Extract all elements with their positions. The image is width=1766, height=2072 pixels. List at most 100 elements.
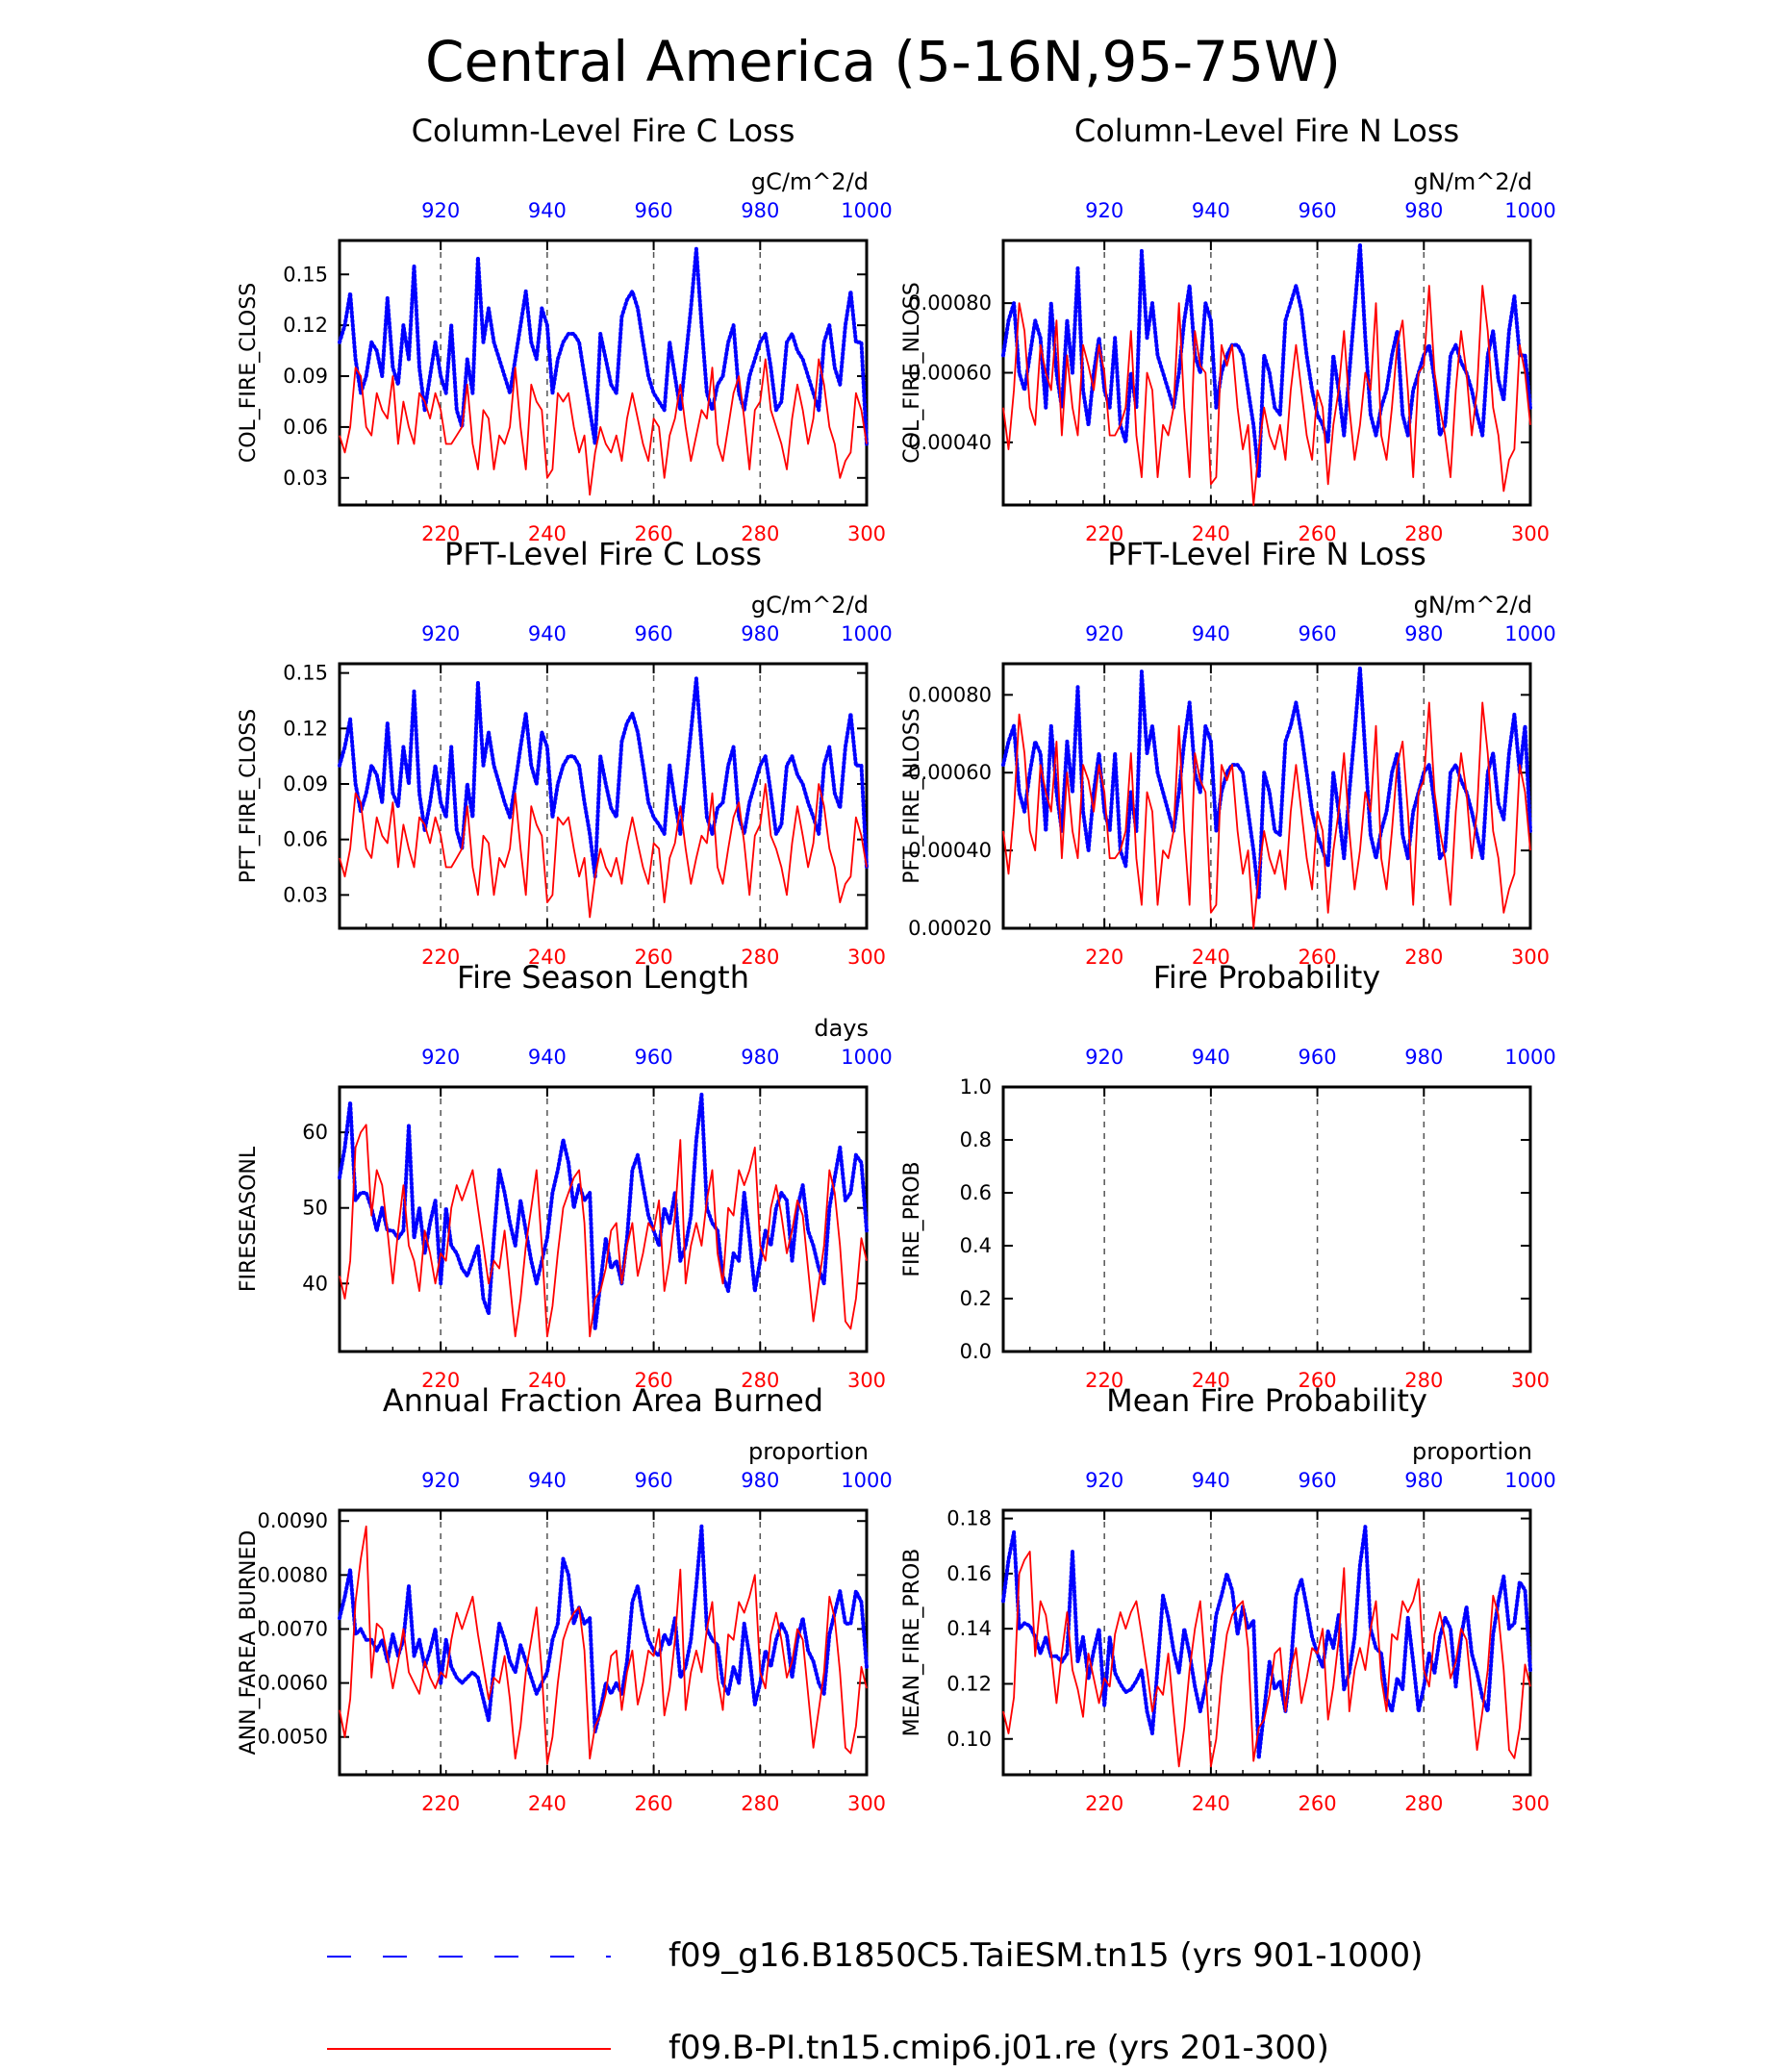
y-tick-label: 0.00080 — [908, 291, 992, 315]
x-top-tick-label: 980 — [741, 1046, 779, 1069]
y-tick-label: 0.00060 — [908, 761, 992, 784]
x-top-tick-label: 980 — [1404, 622, 1443, 645]
panel-title: Fire Probability — [1153, 959, 1380, 996]
x-bottom-tick-label: 280 — [741, 946, 779, 969]
x-bottom-tick-label: 220 — [421, 946, 460, 969]
chart-panel: PFT-Level Fire C Loss gC/m^2/d PFT_FIRE_CL… — [237, 536, 893, 969]
x-bottom-tick-label: 300 — [847, 1792, 886, 1815]
legend-label-2: f09.B-PI.tn15.cmip6.j01.re (yrs 201-300) — [669, 2029, 1329, 2067]
x-top-tick-label: 920 — [421, 622, 460, 645]
series-line-cmip6 — [1002, 701, 1531, 929]
units-label: gC/m^2/d — [751, 168, 869, 195]
x-bottom-tick-label: 240 — [1192, 522, 1230, 545]
units-label: proportion — [1412, 1438, 1532, 1465]
y-tick-label: 0.16 — [946, 1562, 992, 1585]
x-top-tick-label: 980 — [1404, 1469, 1443, 1492]
panel-title: Mean Fire Probability — [1106, 1382, 1427, 1419]
x-top-tick-label: 920 — [1085, 1046, 1123, 1069]
y-tick-label: 0.0070 — [258, 1617, 328, 1640]
chart-panel: Mean Fire Probability proportion MEAN_FIRE… — [900, 1382, 1556, 1815]
x-bottom-tick-label: 240 — [528, 1369, 567, 1392]
y-tick-label: 0.03 — [283, 883, 328, 906]
x-bottom-tick-label: 260 — [635, 1792, 673, 1815]
x-bottom-tick-label: 260 — [1299, 1369, 1337, 1392]
chart-panel: Column-Level Fire C Loss gC/m^2/d COL_FIRE… — [237, 113, 893, 545]
series-line-cmip6 — [1002, 285, 1531, 506]
y-tick-label: 0.09 — [283, 772, 328, 796]
x-top-tick-label: 980 — [1404, 1046, 1443, 1069]
y-axis-label: MEAN_FIRE_PROB — [900, 1549, 924, 1737]
x-top-tick-label: 940 — [1192, 1469, 1230, 1492]
chart-panel: Annual Fraction Area Burned proportion ANN… — [237, 1382, 893, 1815]
x-bottom-tick-label: 280 — [741, 1369, 779, 1392]
figure-title: Central America (5-16N,95-75W) — [425, 29, 1341, 94]
chart-panel: PFT-Level Fire N Loss gN/m^2/d PFT_FIRE_NL… — [900, 536, 1556, 969]
legend-label-1: f09_g16.B1850C5.TaiESM.tn15 (yrs 901-100… — [669, 1936, 1423, 1975]
x-bottom-tick-label: 220 — [421, 1792, 460, 1815]
legend: f09_g16.B1850C5.TaiESM.tn15 (yrs 901-100… — [327, 1936, 1423, 2067]
y-axis-label: PFT_FIRE_NLOSS — [900, 708, 924, 883]
y-tick-label: 0.00020 — [908, 917, 992, 940]
y-tick-label: 0.00080 — [908, 683, 992, 706]
panel-title: PFT-Level Fire C Loss — [444, 536, 762, 572]
y-axis-label: PFT_FIRE_CLOSS — [237, 709, 261, 883]
y-tick-label: 0.2 — [960, 1287, 992, 1310]
plot-frame — [338, 1508, 869, 1777]
x-bottom-tick-label: 280 — [741, 522, 779, 545]
y-tick-label: 0.0050 — [258, 1726, 328, 1749]
x-top-tick-label: 940 — [528, 622, 567, 645]
series-line-taiesm — [338, 1092, 869, 1331]
series-line-taiesm — [338, 676, 869, 879]
series-line-cmip6 — [1002, 1551, 1531, 1768]
x-top-tick-label: 960 — [1299, 622, 1337, 645]
y-tick-label: 0.18 — [946, 1507, 992, 1530]
y-tick-label: 0.12 — [283, 314, 328, 337]
chart-panel: Fire Season Length days FIRESEASONL 220 240 2… — [237, 959, 893, 1392]
x-bottom-tick-label: 260 — [1299, 522, 1337, 545]
y-tick-label: 0.03 — [283, 467, 328, 490]
chart-panel: Fire Probability FIRE_PROB 220 240 260 280 300… — [900, 959, 1556, 1392]
y-tick-label: 0.4 — [960, 1234, 992, 1257]
x-top-tick-label: 1000 — [841, 1469, 892, 1492]
x-top-tick-label: 920 — [1085, 199, 1123, 222]
x-bottom-tick-label: 240 — [528, 1792, 567, 1815]
units-label: gN/m^2/d — [1414, 592, 1532, 619]
y-tick-label: 0.12 — [283, 717, 328, 740]
x-top-tick-label: 1000 — [1504, 199, 1555, 222]
plot-frame — [338, 239, 869, 507]
x-top-tick-label: 920 — [421, 199, 460, 222]
x-top-tick-label: 960 — [635, 1046, 673, 1069]
plot-frame — [1001, 1085, 1532, 1353]
x-bottom-tick-label: 260 — [635, 1369, 673, 1392]
x-bottom-tick-label: 220 — [1085, 946, 1123, 969]
x-bottom-tick-label: 220 — [1085, 522, 1123, 545]
x-top-tick-label: 960 — [635, 199, 673, 222]
x-top-tick-label: 1000 — [1504, 622, 1555, 645]
series-line-taiesm — [338, 1524, 869, 1734]
x-top-tick-label: 960 — [635, 1469, 673, 1492]
y-tick-label: 0.10 — [946, 1728, 992, 1751]
x-top-tick-label: 920 — [1085, 1469, 1123, 1492]
series-line-cmip6 — [339, 1124, 868, 1338]
x-bottom-tick-label: 300 — [1511, 946, 1550, 969]
y-tick-label: 1.0 — [960, 1075, 992, 1099]
x-bottom-tick-label: 240 — [528, 946, 567, 969]
series-line-cmip6 — [339, 783, 868, 919]
y-tick-label: 60 — [302, 1121, 328, 1144]
x-top-tick-label: 920 — [421, 1469, 460, 1492]
y-tick-label: 0.6 — [960, 1181, 992, 1204]
x-top-tick-label: 940 — [528, 199, 567, 222]
y-tick-label: 0.15 — [283, 662, 328, 685]
panel-title: Annual Fraction Area Burned — [383, 1382, 823, 1419]
series-line-taiesm — [1001, 1525, 1532, 1760]
series-line-taiesm — [1001, 666, 1532, 899]
x-bottom-tick-label: 300 — [1511, 522, 1550, 545]
x-bottom-tick-label: 260 — [635, 522, 673, 545]
x-bottom-tick-label: 220 — [421, 1369, 460, 1392]
units-label: proportion — [748, 1438, 869, 1465]
x-bottom-tick-label: 300 — [847, 522, 886, 545]
y-tick-label: 0.0090 — [258, 1509, 328, 1532]
x-top-tick-label: 980 — [741, 199, 779, 222]
x-bottom-tick-label: 240 — [1192, 946, 1230, 969]
y-tick-label: 0.09 — [283, 365, 328, 388]
